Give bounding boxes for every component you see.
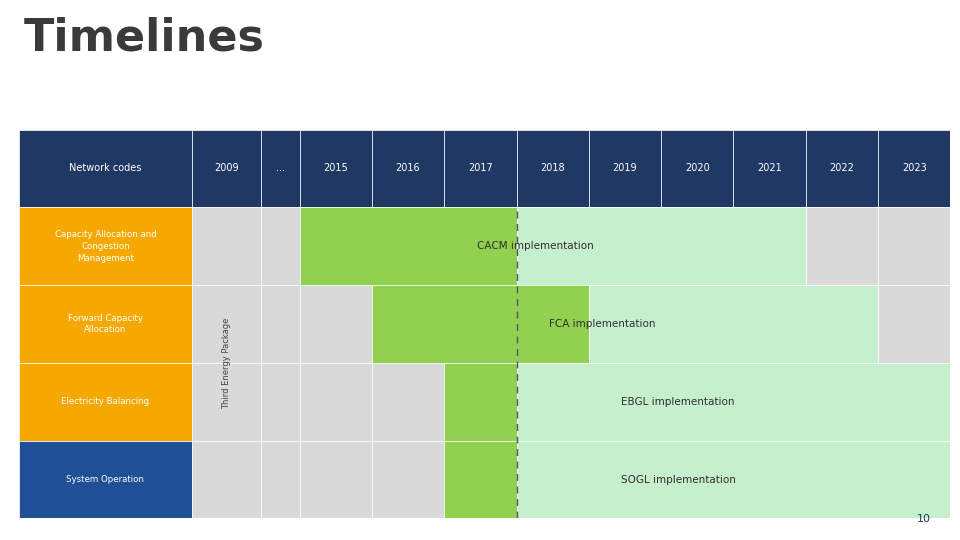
Text: FCA implementation: FCA implementation <box>549 319 656 329</box>
Bar <box>372 207 444 285</box>
Bar <box>878 285 950 363</box>
Bar <box>588 285 661 363</box>
Bar <box>19 285 192 363</box>
Bar <box>516 207 805 285</box>
Bar <box>372 285 588 363</box>
Bar <box>516 130 588 207</box>
Text: 2021: 2021 <box>757 164 782 173</box>
Bar <box>588 441 661 518</box>
Bar <box>661 441 733 518</box>
Bar <box>733 285 805 363</box>
Bar <box>19 363 192 441</box>
Bar <box>192 363 260 441</box>
Bar <box>878 363 950 441</box>
Bar <box>661 363 733 441</box>
Bar <box>372 285 444 363</box>
Bar <box>733 441 805 518</box>
Bar <box>516 441 950 518</box>
Text: 2018: 2018 <box>540 164 565 173</box>
Bar <box>878 207 950 285</box>
Bar <box>516 363 588 441</box>
Bar <box>516 285 588 363</box>
Bar <box>260 285 300 363</box>
Bar <box>444 441 516 518</box>
Text: 2009: 2009 <box>214 164 238 173</box>
Bar <box>805 207 878 285</box>
Bar <box>444 363 516 441</box>
Bar <box>300 441 372 518</box>
Bar <box>260 130 300 207</box>
Bar <box>444 285 516 363</box>
Bar <box>260 363 300 441</box>
Bar <box>661 285 733 363</box>
Bar <box>19 441 192 518</box>
Bar <box>733 207 805 285</box>
Text: EBGL implementation: EBGL implementation <box>621 397 734 407</box>
Bar <box>300 207 516 285</box>
Bar <box>19 207 192 285</box>
Bar <box>192 207 260 285</box>
Bar <box>805 207 878 285</box>
Bar <box>260 207 300 285</box>
Bar <box>733 130 805 207</box>
Bar <box>444 130 516 207</box>
Bar <box>588 285 878 363</box>
Text: 2017: 2017 <box>468 164 492 173</box>
Bar <box>805 285 878 363</box>
Text: Network codes: Network codes <box>69 164 142 173</box>
Bar <box>192 285 260 363</box>
Text: 2020: 2020 <box>684 164 709 173</box>
Bar <box>300 363 372 441</box>
Bar <box>372 130 444 207</box>
Text: 2023: 2023 <box>901 164 926 173</box>
Bar <box>733 363 805 441</box>
Bar <box>588 130 661 207</box>
Bar <box>260 441 300 518</box>
Bar <box>516 441 588 518</box>
Text: 2022: 2022 <box>829 164 854 173</box>
Bar <box>588 207 661 285</box>
Text: 2019: 2019 <box>612 164 637 173</box>
Bar <box>805 363 878 441</box>
Text: Timelines: Timelines <box>24 16 265 59</box>
Bar <box>878 285 950 363</box>
Bar <box>300 207 372 285</box>
Bar <box>878 207 950 285</box>
Bar <box>192 130 260 207</box>
Text: SOGL implementation: SOGL implementation <box>621 475 736 484</box>
Bar <box>516 363 950 441</box>
Text: 2016: 2016 <box>396 164 420 173</box>
Bar <box>444 207 516 285</box>
Bar <box>300 285 372 363</box>
Text: CACM implementation: CACM implementation <box>477 241 593 251</box>
Bar <box>805 441 878 518</box>
Bar <box>805 130 878 207</box>
Bar <box>192 441 260 518</box>
Text: Electricity Balancing: Electricity Balancing <box>61 397 150 406</box>
Bar <box>300 130 372 207</box>
Text: 2015: 2015 <box>324 164 348 173</box>
Bar <box>516 207 588 285</box>
Bar <box>661 207 733 285</box>
Bar <box>372 441 444 518</box>
Bar <box>444 441 516 518</box>
Text: ...: ... <box>276 164 284 173</box>
Bar <box>588 363 661 441</box>
Bar <box>19 130 192 207</box>
Text: Forward Capacity
Allocation: Forward Capacity Allocation <box>68 314 143 334</box>
Text: Capacity Allocation and
Congestion
Management: Capacity Allocation and Congestion Manag… <box>55 230 156 262</box>
Bar <box>444 363 516 441</box>
Bar <box>372 363 444 441</box>
Bar <box>661 130 733 207</box>
Text: 10: 10 <box>917 514 931 524</box>
Text: System Operation: System Operation <box>66 475 144 484</box>
Bar <box>878 441 950 518</box>
Bar <box>878 130 950 207</box>
Text: Third Energy Package: Third Energy Package <box>222 317 230 409</box>
